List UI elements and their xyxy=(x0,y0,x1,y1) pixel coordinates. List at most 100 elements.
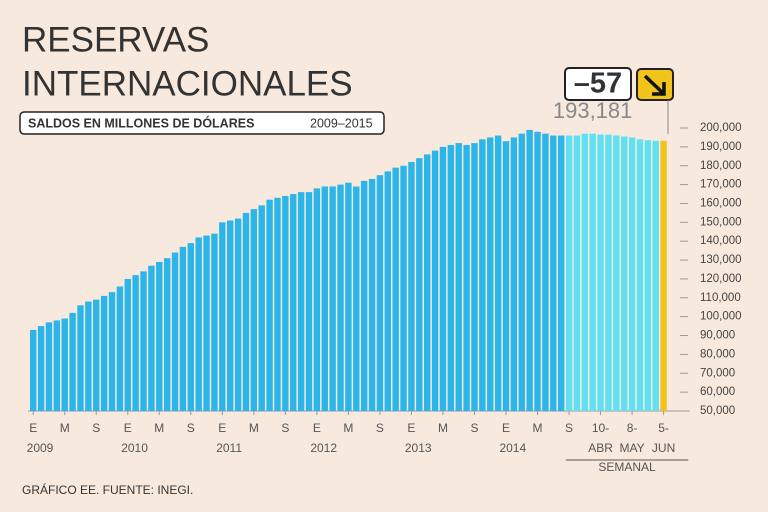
subtitle: SALDOS EN MILLONES DE DÓLARES xyxy=(28,115,254,130)
down-arrow xyxy=(643,74,666,96)
bar xyxy=(542,133,549,411)
bar xyxy=(313,188,321,411)
bar xyxy=(250,209,258,411)
x-tick-label: M xyxy=(60,421,70,435)
x-tick-label: M xyxy=(533,421,543,435)
y-tick-label: 170,000 xyxy=(700,179,742,191)
bar xyxy=(274,197,281,411)
y-tick-label: 110,000 xyxy=(700,292,741,304)
bar xyxy=(368,178,376,411)
bar xyxy=(203,235,210,411)
bar xyxy=(597,134,604,411)
bar xyxy=(353,186,360,411)
subtitle-years: 2009–2015 xyxy=(310,116,373,130)
y-tick-label: 100,000 xyxy=(700,311,742,323)
bar xyxy=(557,135,565,411)
x-tick-label: E xyxy=(313,421,321,435)
bar xyxy=(518,133,525,411)
subtitle-box xyxy=(19,111,385,135)
y-tick-label: 130,000 xyxy=(700,254,742,266)
value-label: 193,181 xyxy=(553,98,633,123)
year-label: 2014 xyxy=(499,441,526,455)
bar xyxy=(392,167,399,411)
bar xyxy=(526,129,533,412)
y-tick-label: 160,000 xyxy=(700,197,742,209)
bar xyxy=(93,299,100,411)
bar xyxy=(195,237,202,411)
bar xyxy=(510,137,518,411)
bar xyxy=(61,318,68,411)
bar xyxy=(534,131,541,412)
year-label: 2011 xyxy=(216,441,242,455)
bar xyxy=(384,171,391,411)
bar xyxy=(636,139,644,411)
bar xyxy=(211,233,218,411)
bar xyxy=(621,136,628,412)
bar xyxy=(321,186,328,411)
y-tick-label: 60,000 xyxy=(700,386,735,398)
y-tick-label: 90,000 xyxy=(700,330,735,342)
x-tick-label: M xyxy=(343,421,353,435)
x-tick-label: S xyxy=(187,421,195,435)
month-label: MAY xyxy=(620,441,645,455)
weekly-label: SEMANAL xyxy=(598,460,656,474)
y-tick-label: 180,000 xyxy=(700,160,742,172)
bar xyxy=(305,192,313,411)
x-tick-label: E xyxy=(218,421,226,435)
bar xyxy=(290,194,297,411)
y-tick-label: 140,000 xyxy=(700,235,742,247)
bar xyxy=(132,275,139,411)
bar xyxy=(613,135,620,411)
bar xyxy=(337,184,344,411)
y-tick-label: 150,000 xyxy=(700,216,742,228)
y-tick-label: 80,000 xyxy=(700,348,735,360)
year-label: 2012 xyxy=(310,441,337,455)
bar xyxy=(439,146,447,411)
year-label: 2010 xyxy=(121,441,148,455)
x-tick-label: S xyxy=(376,421,384,435)
bar xyxy=(479,139,486,411)
bar xyxy=(589,133,596,411)
bar xyxy=(116,286,124,411)
annotation-box xyxy=(564,67,632,101)
bar xyxy=(187,243,194,411)
annotation: –57 xyxy=(574,68,622,100)
bar xyxy=(471,143,478,412)
y-tick-label: 200,000 xyxy=(700,122,742,134)
bar xyxy=(487,137,494,411)
year-label: 2013 xyxy=(405,441,432,455)
y-tick-label: 50,000 xyxy=(700,405,735,417)
bar xyxy=(53,320,61,411)
bar xyxy=(156,261,163,411)
bar xyxy=(266,199,273,411)
bar xyxy=(171,252,179,411)
bar xyxy=(455,143,462,412)
bar xyxy=(565,135,573,411)
x-tick-label: M xyxy=(249,421,259,435)
bar xyxy=(581,133,588,411)
bar xyxy=(494,135,502,411)
bar xyxy=(550,135,557,411)
bar xyxy=(408,161,415,411)
bar xyxy=(179,246,187,411)
bar xyxy=(424,154,431,411)
bar xyxy=(30,329,37,411)
bar xyxy=(140,271,147,411)
bar xyxy=(463,144,470,412)
chart-title: RESERVAS xyxy=(22,20,209,59)
x-tick-label: S xyxy=(565,421,573,435)
bar xyxy=(502,141,510,411)
bar xyxy=(297,192,305,411)
y-tick-label: 70,000 xyxy=(700,367,735,379)
bar xyxy=(447,144,455,412)
bar xyxy=(100,295,108,411)
x-tick-label: M xyxy=(154,421,164,435)
x-tick-label: 10- xyxy=(592,421,609,435)
x-tick-label: 5- xyxy=(658,421,669,435)
bar xyxy=(376,175,384,411)
y-tick-label: 190,000 xyxy=(700,141,742,153)
bar xyxy=(148,265,155,411)
x-tick-label: M xyxy=(438,421,448,435)
bar xyxy=(108,292,116,411)
